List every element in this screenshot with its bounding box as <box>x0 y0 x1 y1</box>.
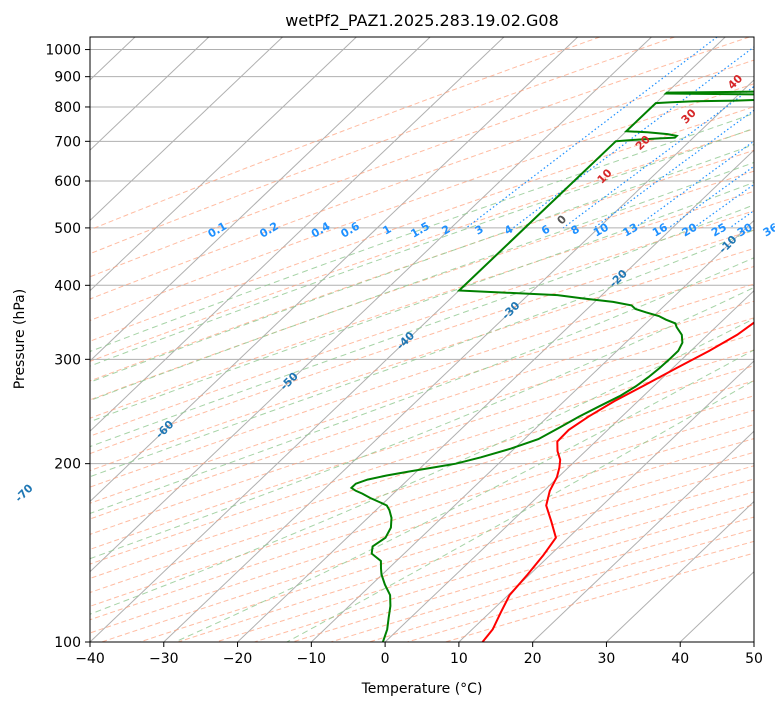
isotherm-line <box>458 360 754 642</box>
y-axis-label: Pressure (hPa) <box>12 289 28 389</box>
dry-adiabat-line <box>90 170 754 401</box>
y-tick-label: 700 <box>54 134 81 150</box>
mixing-ratio-lines <box>465 37 754 229</box>
x-tick-label: 20 <box>524 651 542 667</box>
x-axis-label: Temperature (°C) <box>361 681 483 697</box>
isotherm-line <box>532 430 754 642</box>
x-axis-ticks: −40 −30 −20 −10 0 10 20 30 40 50 <box>75 642 763 667</box>
mixing-ratio-label: 36 <box>761 220 775 239</box>
x-tick-label: −30 <box>149 651 179 667</box>
y-axis-ticks: 100 200 300 400 500 600 700 800 900 1000 <box>45 43 90 651</box>
dry-adiabat-line <box>90 149 754 382</box>
isotherm-line <box>163 79 754 642</box>
moist-adiabat-line <box>286 379 754 642</box>
plot-frame <box>89 36 755 643</box>
plot-area: -100-90-80-70-60-50-40-30-20-10 0.10.20.… <box>12 36 775 643</box>
x-tick-label: 40 <box>671 651 689 667</box>
isotherm-line <box>90 37 431 362</box>
isotherm-line <box>310 219 754 642</box>
y-tick-label: 300 <box>54 352 81 368</box>
isotherm-line <box>90 37 357 292</box>
x-tick-label: 50 <box>745 651 763 667</box>
isotherm-line <box>90 37 579 503</box>
x-tick-label: 10 <box>450 651 468 667</box>
y-tick-label: 900 <box>54 70 81 86</box>
chart-title: wetPf2_PAZ1.2025.283.19.02.G08 <box>285 11 559 31</box>
dry-adiabats <box>90 37 754 642</box>
isotherm-line <box>90 37 726 642</box>
x-tick-label: −40 <box>75 651 105 667</box>
y-tick-label: 200 <box>54 457 81 473</box>
isotherm-line <box>90 37 652 573</box>
y-tick-label: 600 <box>54 174 81 190</box>
x-tick-label: −20 <box>223 651 253 667</box>
dewpoint-line <box>349 90 754 642</box>
y-tick-label: 100 <box>54 635 81 651</box>
temperature-line <box>481 321 754 642</box>
isotherm-line <box>384 289 754 642</box>
moist-adiabat-line <box>90 181 754 423</box>
moist-adiabat-line <box>90 318 754 615</box>
y-tick-label: 400 <box>54 278 81 294</box>
moist-adiabats <box>90 112 754 642</box>
y-tick-label: 500 <box>54 221 81 237</box>
mixing-ratio-line <box>562 85 754 229</box>
moist-adiabat-line <box>174 349 754 642</box>
x-tick-label: 30 <box>598 651 616 667</box>
dry-adiabat-line <box>90 190 754 419</box>
mixing-ratio-line <box>593 109 754 229</box>
isotherm-line <box>90 37 210 151</box>
moist-adiabat-line <box>90 229 754 478</box>
mixing-ratio-line <box>465 37 718 229</box>
sounding-profiles <box>349 90 754 642</box>
isotherm-gridlines <box>90 37 754 642</box>
y-tick-label: 1000 <box>45 43 81 59</box>
x-tick-label: 0 <box>381 651 390 667</box>
x-tick-label: −10 <box>297 651 327 667</box>
isotherm-line <box>90 37 505 432</box>
dry-adiabat-line <box>90 59 754 300</box>
dry-adiabat-line <box>90 37 750 278</box>
moist-adiabat-line <box>90 161 754 402</box>
y-tick-label: 800 <box>54 100 81 116</box>
isotherm-line <box>90 37 283 222</box>
isotherm-line <box>237 149 754 642</box>
dry-adiabat-line <box>90 37 600 231</box>
dry-adiabat-line <box>90 106 754 342</box>
